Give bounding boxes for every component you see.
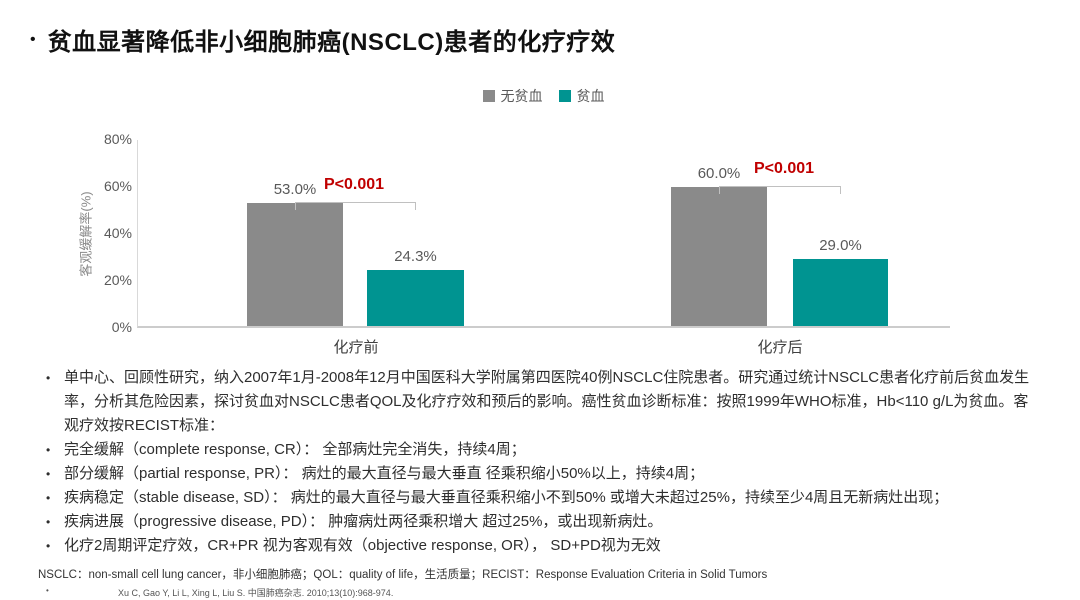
list-item: • 化疗2周期评定疗效，CR+PR 视为客观有效（objective respo… <box>38 534 1042 558</box>
significance-bracket-before <box>295 202 416 210</box>
bar-no-anemia-after <box>671 186 767 326</box>
note-study-design: 单中心、回顾性研究，纳入2007年1月-2008年12月中国医科大学附属第四医院… <box>64 369 1030 434</box>
bullet-icon: • <box>46 586 49 595</box>
legend-swatch-anemia <box>558 90 571 102</box>
plot-area: 53.0% 24.3% P<0.001 60.0% 29.0% P<0.001 … <box>137 140 950 356</box>
legend-label-no-anemia: 无贫血 <box>500 88 543 104</box>
legend-item-no-anemia: 无贫血 <box>482 86 543 106</box>
bar-value-label: 60.0% <box>697 164 741 182</box>
list-item: • 疾病稳定（stable disease, SD）： 病灶的最大直径与最大垂直… <box>38 486 1042 510</box>
bar-anemia-after <box>793 258 888 326</box>
legend-swatch-no-anemia <box>482 90 495 102</box>
bar-value-label: 29.0% <box>819 236 862 254</box>
p-value-after: P<0.001 <box>754 160 815 177</box>
title-row: • 贫血显著降低非小细胞肺癌(NSCLC)患者的化疗疗效 <box>30 22 615 57</box>
y-tick-0: 0% <box>111 319 132 335</box>
abbreviation-footnote: NSCLC：non-small cell lung cancer，非小细胞肺癌；… <box>38 569 768 581</box>
note-pr-definition: 部分缓解（partial response, PR）： 病灶的最大直径与最大垂直… <box>64 465 705 482</box>
list-item: • 疾病进展（progressive disease, PD）： 肿瘤病灶两径乘… <box>38 510 1042 534</box>
study-notes: • 单中心、回顾性研究，纳入2007年1月-2008年12月中国医科大学附属第四… <box>38 366 1042 558</box>
x-label-after-chemo: 化疗后 <box>757 339 803 356</box>
page-title: 贫血显著降低非小细胞肺癌(NSCLC)患者的化疗疗效 <box>47 29 616 56</box>
bullet-icon: • <box>46 467 51 481</box>
bar-col-no-anemia-after: 60.0% <box>671 140 767 326</box>
chart-legend: 无贫血 贫血 <box>137 86 950 106</box>
reference-text: Xu C, Gao Y, Li L, Xing L, Liu S. 中国肺癌杂志… <box>118 588 394 598</box>
reference: • Xu C, Gao Y, Li L, Xing L, Liu S. 中国肺癌… <box>38 586 393 599</box>
list-item: • 部分缓解（partial response, PR）： 病灶的最大直径与最大… <box>38 462 1042 486</box>
bullet-icon: • <box>46 539 51 553</box>
title-bullet: • <box>30 30 36 48</box>
list-item: • 完全缓解（complete response, CR）： 全部病灶完全消失，… <box>38 438 1042 462</box>
p-value-before: P<0.001 <box>324 176 385 193</box>
bar-anemia-before <box>367 269 464 326</box>
bar-no-anemia-before <box>247 202 343 326</box>
bullet-icon: • <box>46 515 51 529</box>
bullet-icon: • <box>46 371 51 385</box>
note-evaluation: 化疗2周期评定疗效，CR+PR 视为客观有效（objective respons… <box>64 537 661 554</box>
significance-bracket-after <box>719 186 841 194</box>
note-sd-definition: 疾病稳定（stable disease, SD）： 病灶的最大直径与最大垂直径乘… <box>64 489 949 506</box>
note-pd-definition: 疾病进展（progressive disease, PD）： 肿瘤病灶两径乘积增… <box>64 513 663 530</box>
bar-col-anemia-before: 24.3% <box>367 140 464 326</box>
legend-label-anemia: 贫血 <box>576 88 605 104</box>
bar-value-label: 24.3% <box>394 247 437 265</box>
y-tick-40: 40% <box>103 225 132 241</box>
note-cr-definition: 完全缓解（complete response, CR）： 全部病灶完全消失，持续… <box>64 441 526 458</box>
bar-col-no-anemia-before: 53.0% <box>247 140 343 326</box>
list-item: • 单中心、回顾性研究，纳入2007年1月-2008年12月中国医科大学附属第四… <box>38 366 1042 438</box>
y-tick-80: 80% <box>103 131 132 147</box>
y-tick-20: 20% <box>103 272 132 288</box>
bar-value-label: 53.0% <box>273 180 317 198</box>
y-tick-60: 60% <box>103 178 132 194</box>
bar-col-anemia-after: 29.0% <box>793 140 888 326</box>
bullet-icon: • <box>46 491 51 505</box>
bullet-icon: • <box>46 443 51 457</box>
x-label-before-chemo: 化疗前 <box>333 339 379 356</box>
legend-item-anemia: 贫血 <box>558 86 605 106</box>
